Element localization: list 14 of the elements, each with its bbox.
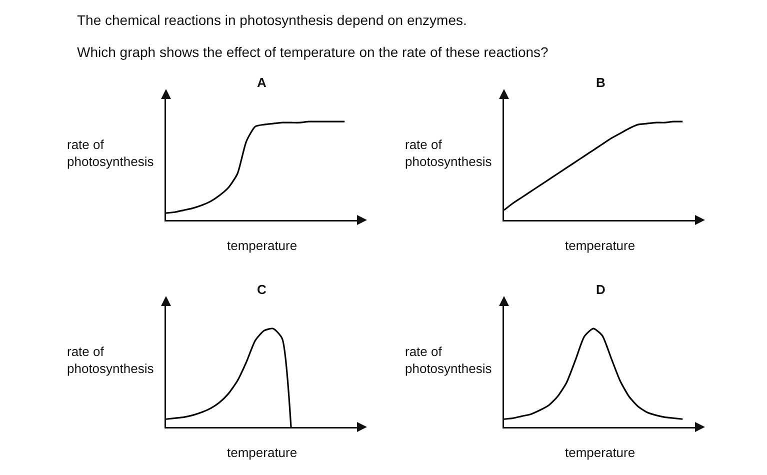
x-axis-title: temperature	[227, 238, 298, 253]
chart-title: A	[257, 75, 267, 90]
y-axis-title: rate of photosynthesis	[405, 344, 492, 376]
text: Which graph shows the effect of temperature on the rate of these reactions?	[77, 44, 548, 60]
text: The chemical reactions in photosynthesis depend on enzymes.	[77, 12, 467, 28]
x-axis-title: temperature	[565, 238, 636, 253]
chart-title: C	[257, 282, 267, 297]
x-axis-title: temperature	[565, 445, 636, 460]
chart-title: B	[596, 75, 606, 90]
y-axis-title: rate of photosynthesis	[67, 137, 154, 169]
x-axis-title: temperature	[227, 445, 298, 460]
y-axis-title: rate of photosynthesis	[67, 344, 154, 376]
y-axis-title: rate of photosynthesis	[405, 137, 492, 169]
chart-title: D	[596, 282, 606, 297]
